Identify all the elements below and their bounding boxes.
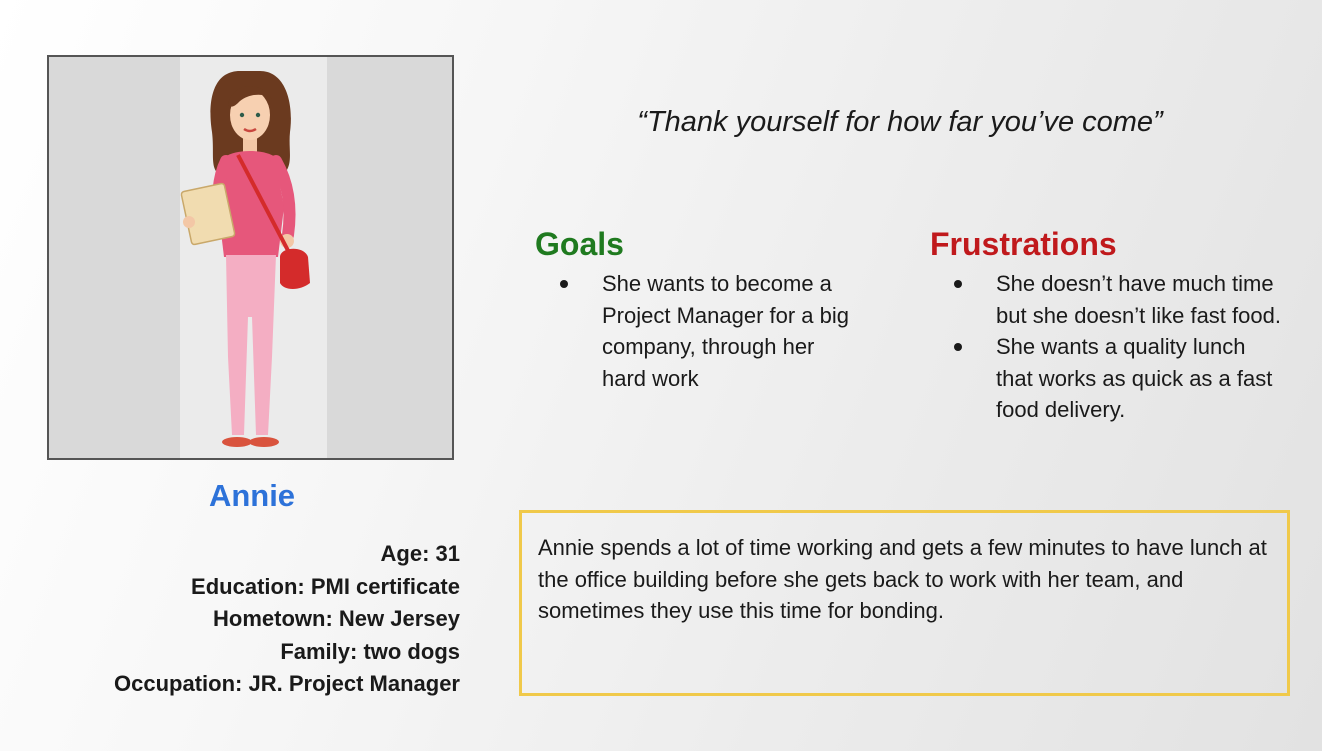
frustrations-list: She doesn’t have much time but she doesn… xyxy=(951,268,1281,426)
persona-quote: “Thank yourself for how far you’ve come” xyxy=(637,106,1163,138)
detail-occupation: Occupation: JR. Project Manager xyxy=(114,671,460,696)
bio-box: Annie spends a lot of time working and g… xyxy=(519,510,1290,696)
frustrations-heading: Frustrations xyxy=(930,226,1117,262)
persona-name: Annie xyxy=(208,478,296,513)
goal-item-text: She wants to become a Project Manager fo… xyxy=(602,271,850,391)
frustration-item: She wants a quality lunch that works as … xyxy=(951,331,1281,426)
woman-illustration-icon xyxy=(180,71,310,447)
frustration-item-text: She doesn’t have much time but she doesn… xyxy=(996,271,1281,328)
persona-photo xyxy=(47,55,454,460)
goal-item: She wants to become a Project Manager fo… xyxy=(557,268,857,394)
detail-hometown: Hometown: New Jersey xyxy=(213,606,460,631)
persona-details: Age: 31 Education: PMI certificate Homet… xyxy=(114,538,460,701)
goals-list: She wants to become a Project Manager fo… xyxy=(557,268,857,394)
bullet-icon xyxy=(954,343,962,351)
detail-education: Education: PMI certificate xyxy=(191,573,460,599)
frustration-item: She doesn’t have much time but she doesn… xyxy=(951,268,1281,331)
goals-heading: Goals xyxy=(535,226,624,262)
bullet-icon xyxy=(560,280,568,288)
frustration-item-text: She wants a quality lunch that works as … xyxy=(996,334,1273,422)
bullet-icon xyxy=(954,280,962,288)
detail-family: Family: two dogs xyxy=(280,638,460,664)
bio-text: Annie spends a lot of time working and g… xyxy=(538,535,1267,623)
detail-age: Age: 31 xyxy=(380,541,460,566)
